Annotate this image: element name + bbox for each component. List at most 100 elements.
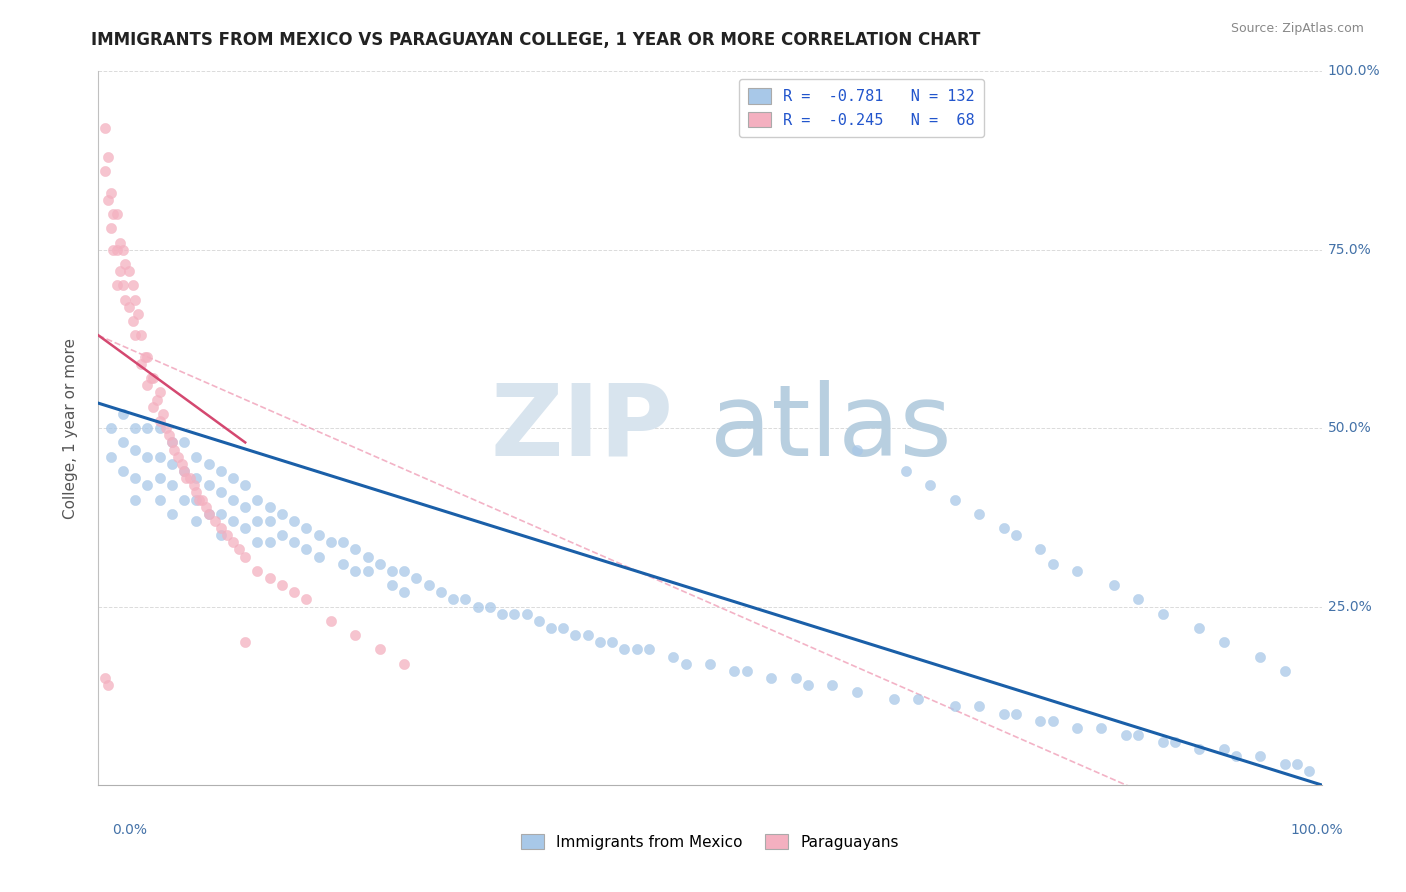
Point [170, 457, 193, 471]
Point [246, 564, 269, 578]
Point [209, 528, 232, 542]
Point [142, 400, 165, 414]
Text: 100.0%: 100.0% [1327, 64, 1381, 78]
Point [222, 492, 245, 507]
Point [228, 542, 250, 557]
Point [179, 471, 201, 485]
Point [283, 585, 305, 599]
Point [149, 421, 172, 435]
Point [97, 193, 120, 207]
Text: 75.0%: 75.0% [1327, 243, 1371, 257]
Point [1029, 542, 1052, 557]
Point [186, 485, 208, 500]
Point [637, 642, 661, 657]
Point [124, 421, 146, 435]
Point [283, 535, 305, 549]
Point [173, 492, 195, 507]
Point [101, 243, 124, 257]
Point [93, 121, 115, 136]
Point [295, 542, 318, 557]
Point [1212, 635, 1234, 649]
Point [1004, 706, 1026, 721]
Point [1212, 742, 1234, 756]
Point [883, 692, 905, 706]
Point [209, 521, 232, 535]
Point [157, 428, 180, 442]
Point [761, 671, 783, 685]
Point [381, 564, 404, 578]
Point [1066, 721, 1088, 735]
Point [943, 492, 966, 507]
Point [246, 535, 269, 549]
Point [187, 492, 209, 507]
Point [576, 628, 599, 642]
Point [233, 549, 256, 564]
Point [356, 564, 378, 578]
Point [1152, 735, 1174, 749]
Text: 0.0%: 0.0% [112, 823, 148, 837]
Point [160, 457, 183, 471]
Point [100, 221, 122, 235]
Point [626, 642, 648, 657]
Point [176, 471, 198, 485]
Point [222, 471, 245, 485]
Point [1298, 764, 1320, 778]
Text: Source: ZipAtlas.com: Source: ZipAtlas.com [1230, 22, 1364, 36]
Point [149, 385, 172, 400]
Point [127, 307, 149, 321]
Point [993, 706, 1015, 721]
Point [259, 535, 281, 549]
Point [368, 557, 391, 571]
Point [134, 350, 156, 364]
Point [173, 464, 195, 478]
Point [1225, 749, 1247, 764]
Point [1274, 664, 1296, 678]
Point [233, 478, 256, 492]
Point [124, 492, 146, 507]
Point [173, 464, 195, 478]
Point [136, 478, 159, 492]
Point [259, 500, 281, 514]
Point [1188, 742, 1211, 756]
Point [1249, 749, 1271, 764]
Point [233, 635, 256, 649]
Point [259, 571, 281, 585]
Point [129, 357, 152, 371]
Point [204, 514, 226, 528]
Point [160, 435, 183, 450]
Point [1102, 578, 1125, 592]
Point [121, 278, 143, 293]
Point [246, 514, 269, 528]
Point [246, 492, 269, 507]
Point [167, 450, 190, 464]
Point [430, 585, 453, 599]
Point [209, 507, 232, 521]
Point [186, 514, 208, 528]
Text: 50.0%: 50.0% [1327, 421, 1371, 435]
Point [735, 664, 758, 678]
Point [920, 478, 942, 492]
Y-axis label: College, 1 year or more: College, 1 year or more [63, 338, 77, 518]
Point [110, 235, 132, 250]
Point [163, 442, 186, 457]
Point [368, 642, 391, 657]
Point [149, 414, 172, 428]
Point [100, 421, 122, 435]
Point [527, 614, 550, 628]
Point [967, 699, 990, 714]
Point [129, 328, 152, 343]
Point [589, 635, 612, 649]
Point [209, 464, 232, 478]
Point [344, 628, 367, 642]
Point [183, 478, 205, 492]
Point [1152, 607, 1174, 621]
Point [675, 657, 697, 671]
Point [478, 599, 501, 614]
Point [613, 642, 636, 657]
Point [111, 464, 134, 478]
Text: IMMIGRANTS FROM MEXICO VS PARAGUAYAN COLLEGE, 1 YEAR OR MORE CORRELATION CHART: IMMIGRANTS FROM MEXICO VS PARAGUAYAN COL… [91, 31, 981, 49]
Point [111, 278, 134, 293]
Text: 25.0%: 25.0% [1327, 599, 1371, 614]
Point [564, 628, 586, 642]
Point [392, 564, 416, 578]
